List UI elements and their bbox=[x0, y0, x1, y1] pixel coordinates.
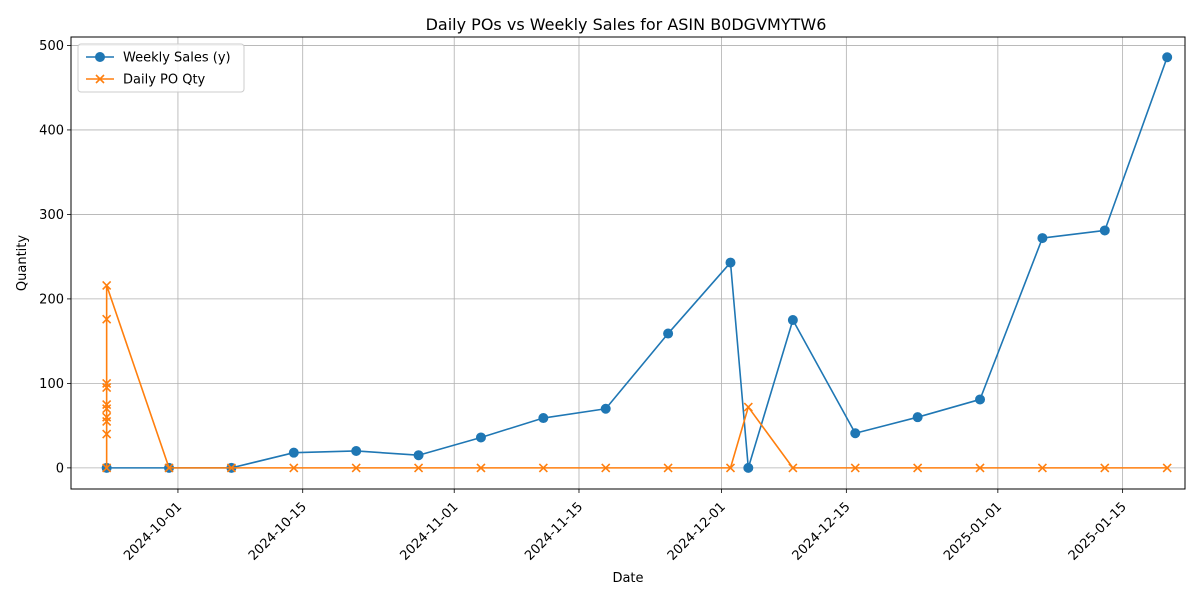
data-point bbox=[102, 399, 112, 410]
data-point bbox=[289, 463, 299, 473]
x-marker-stroke bbox=[1100, 463, 1110, 473]
x-marker-stroke bbox=[102, 378, 112, 388]
data-point bbox=[538, 413, 549, 424]
x-marker-stroke bbox=[351, 463, 361, 473]
data-point bbox=[1099, 225, 1110, 236]
data-point bbox=[850, 428, 861, 439]
legend-label: Daily PO Qty bbox=[123, 73, 206, 88]
x-marker-stroke bbox=[913, 463, 923, 473]
data-point bbox=[1037, 463, 1047, 473]
grid-lines bbox=[71, 37, 1185, 489]
data-point bbox=[787, 315, 798, 326]
x-marker-stroke bbox=[725, 463, 736, 473]
data-point bbox=[413, 450, 424, 461]
legend-box bbox=[77, 43, 245, 93]
x-marker-stroke bbox=[102, 399, 112, 410]
series-daily-po-qty bbox=[102, 280, 1172, 473]
y-axis-label: Quantity bbox=[15, 235, 30, 291]
data-point bbox=[1162, 463, 1172, 473]
x-marker-stroke bbox=[601, 463, 611, 473]
chart-title: Daily POs vs Weekly Sales for ASIN B0DGV… bbox=[426, 15, 827, 34]
data-point bbox=[1037, 233, 1048, 244]
data-point bbox=[663, 328, 674, 339]
data-point bbox=[743, 402, 753, 412]
legend-swatch-marker bbox=[95, 52, 105, 62]
data-point bbox=[351, 445, 362, 456]
data-point bbox=[601, 463, 611, 473]
y-tick-label: 0 bbox=[56, 461, 64, 476]
data-point bbox=[600, 403, 611, 414]
data-point bbox=[164, 463, 174, 473]
x-marker-stroke bbox=[102, 429, 112, 439]
plot-series bbox=[101, 52, 1173, 473]
data-point bbox=[912, 412, 923, 423]
x-marker-stroke bbox=[1162, 463, 1172, 473]
y-tick-label: 100 bbox=[39, 377, 64, 392]
x-marker-stroke bbox=[102, 412, 112, 422]
data-point bbox=[913, 463, 923, 473]
data-point bbox=[1100, 463, 1110, 473]
series-line bbox=[105, 284, 1168, 469]
legend-swatch-marker bbox=[95, 74, 105, 84]
data-point bbox=[102, 463, 112, 473]
data-point bbox=[850, 463, 860, 473]
x-marker-stroke bbox=[102, 314, 112, 324]
y-tick-label: 500 bbox=[39, 39, 64, 54]
x-marker-stroke bbox=[538, 463, 548, 473]
data-point bbox=[102, 378, 112, 388]
data-point bbox=[102, 412, 112, 422]
legend-label: Weekly Sales (y) bbox=[123, 51, 231, 66]
data-point bbox=[725, 463, 736, 473]
y-tick-label: 400 bbox=[39, 123, 64, 138]
x-marker-stroke bbox=[476, 463, 486, 473]
data-point bbox=[743, 462, 754, 473]
data-point bbox=[475, 432, 486, 443]
data-point bbox=[288, 447, 299, 458]
data-point bbox=[538, 463, 548, 473]
legend-item: Daily PO Qty bbox=[86, 73, 206, 88]
legend-item: Weekly Sales (y) bbox=[86, 51, 231, 66]
data-point bbox=[414, 463, 424, 473]
data-point bbox=[725, 257, 736, 268]
x-marker-stroke bbox=[226, 463, 236, 473]
x-axis-label: Date bbox=[612, 571, 643, 586]
y-tick-label: 300 bbox=[39, 208, 64, 223]
x-marker-stroke bbox=[414, 463, 424, 473]
x-marker-stroke bbox=[1037, 463, 1047, 473]
plot-frame bbox=[70, 36, 1186, 490]
data-point bbox=[975, 463, 985, 473]
x-marker-stroke bbox=[289, 463, 299, 473]
x-marker-stroke bbox=[788, 463, 798, 473]
x-marker-stroke bbox=[975, 463, 985, 473]
x-marker-stroke bbox=[663, 463, 673, 473]
data-point bbox=[1162, 52, 1173, 63]
y-tick-label: 200 bbox=[39, 292, 64, 307]
data-point bbox=[102, 314, 112, 324]
x-marker-stroke bbox=[850, 463, 860, 473]
data-point bbox=[351, 463, 361, 473]
data-point bbox=[226, 463, 236, 473]
data-point bbox=[476, 463, 486, 473]
x-marker-stroke bbox=[102, 463, 112, 473]
legend: Weekly Sales (y) Daily PO Qty bbox=[77, 43, 245, 93]
data-point bbox=[788, 463, 798, 473]
data-point bbox=[102, 280, 112, 290]
data-point bbox=[975, 394, 986, 405]
x-marker-stroke bbox=[95, 74, 105, 84]
x-marker-stroke bbox=[164, 463, 174, 473]
x-marker-stroke bbox=[743, 402, 753, 412]
data-point bbox=[102, 429, 112, 439]
data-point bbox=[663, 463, 673, 473]
x-marker-stroke bbox=[102, 280, 112, 290]
